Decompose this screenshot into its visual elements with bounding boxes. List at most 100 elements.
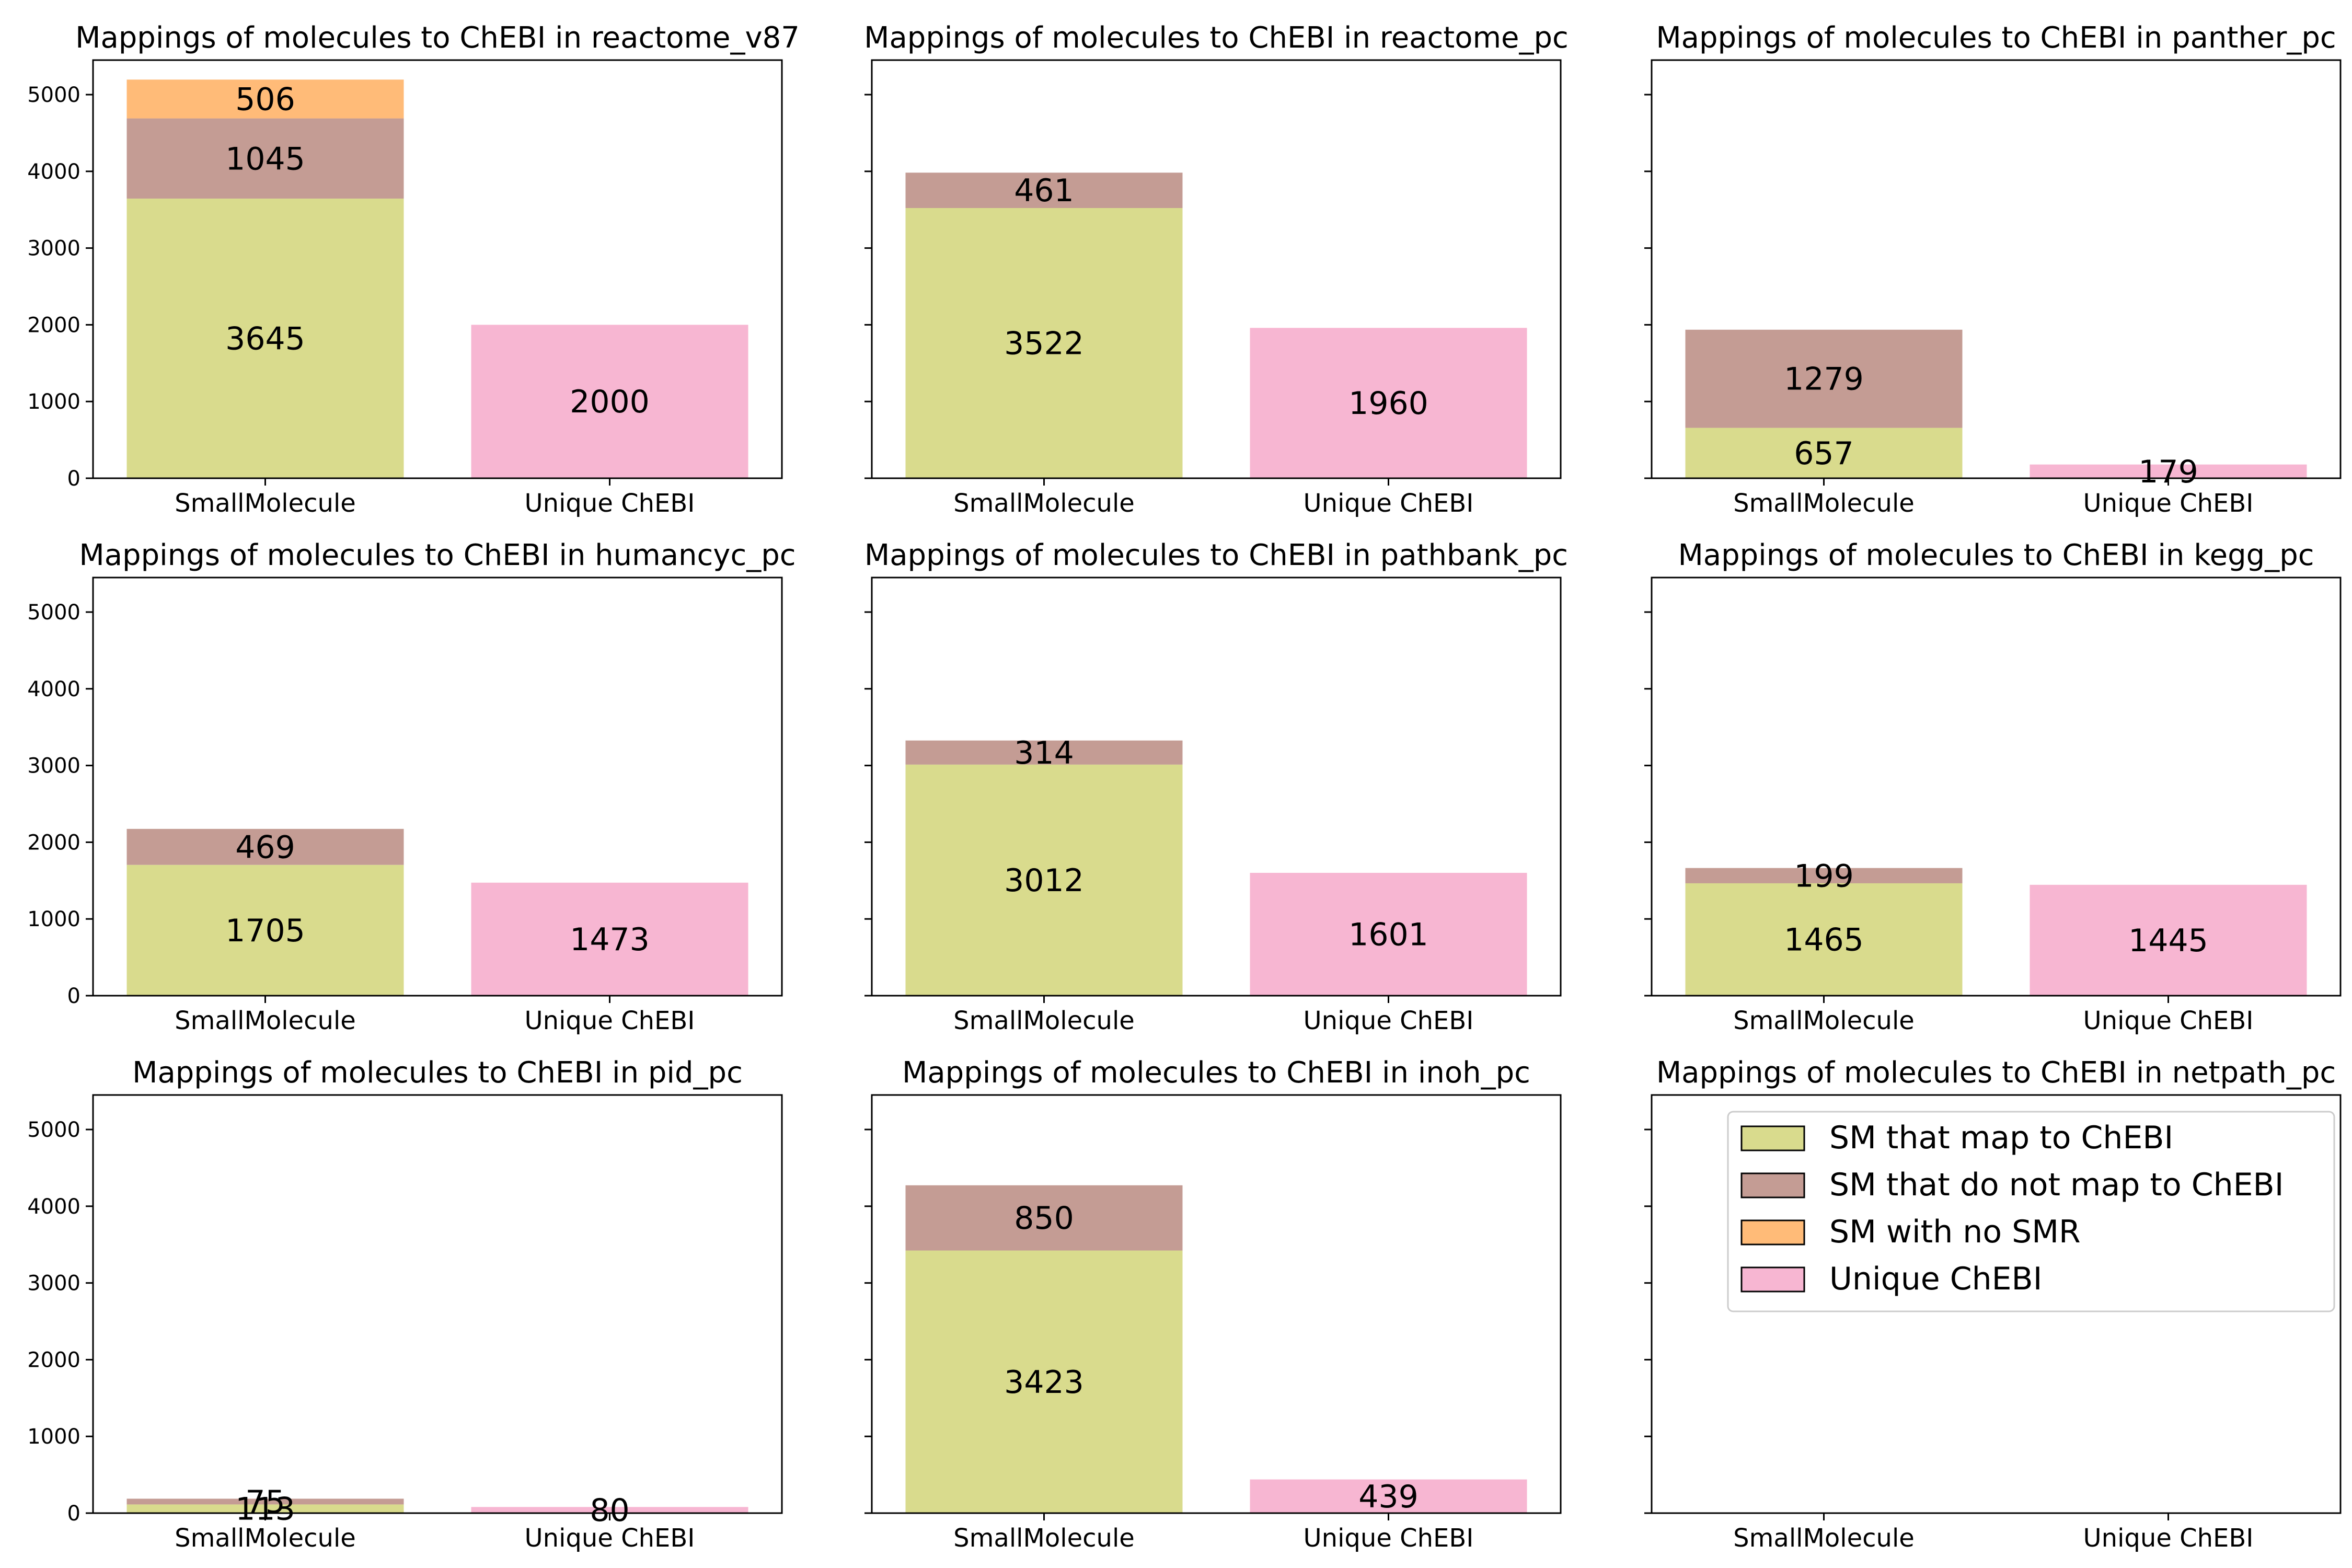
x-tick-label: SmallMolecule <box>953 1006 1135 1035</box>
bar-segment <box>905 1185 1183 1251</box>
bar-segment <box>126 828 404 865</box>
bar-segment <box>126 198 404 479</box>
bar-value-label: 113 <box>235 1491 295 1528</box>
chart-title: Mappings of molecules to ChEBI in reacto… <box>75 21 800 55</box>
bar-value-label: 1445 <box>2128 923 2208 959</box>
legend-swatch <box>1740 1125 1805 1151</box>
bar-segment <box>471 882 748 996</box>
bar-value-label: 1601 <box>1348 916 1428 953</box>
legend-label: Unique ChEBI <box>1829 1261 2042 1297</box>
y-tick-label: 2000 <box>27 1348 80 1372</box>
bar-value-label: 657 <box>1794 435 1854 472</box>
bar-segment <box>1250 1479 1527 1513</box>
bar-value-label: 1705 <box>225 913 305 949</box>
legend-swatch <box>1740 1219 1805 1246</box>
y-tick-label: 1000 <box>27 1425 80 1449</box>
bar-segment <box>126 118 404 199</box>
legend-swatch <box>1740 1172 1805 1198</box>
bar-segment <box>126 79 404 119</box>
legend-label: SM that do not map to ChEBI <box>1829 1167 2284 1203</box>
bar-segment <box>2030 464 2307 478</box>
x-tick-label: Unique ChEBI <box>2083 1524 2254 1553</box>
bar-segment <box>905 172 1183 209</box>
bar-value-label: 506 <box>235 81 295 118</box>
y-tick-label: 3000 <box>27 237 80 261</box>
bar-segment <box>1685 883 1963 996</box>
plot-frame <box>871 59 1562 479</box>
bar-segment <box>2030 884 2307 996</box>
bar-segment <box>905 208 1183 479</box>
x-tick-label: Unique ChEBI <box>1304 1006 1474 1035</box>
plot-frame <box>1651 577 2342 997</box>
y-tick-label: 0 <box>67 467 80 491</box>
legend-label: SM with no SMR <box>1829 1214 2081 1250</box>
x-tick-label: SmallMolecule <box>1733 1524 1915 1553</box>
plot-frame <box>1651 1094 2342 1514</box>
x-tick-label: SmallMolecule <box>953 1524 1135 1553</box>
x-tick-label: SmallMolecule <box>1733 1006 1915 1035</box>
chart-title: Mappings of molecules to ChEBI in netpat… <box>1656 1056 2336 1090</box>
bar-segment <box>905 740 1183 765</box>
bar-value-label: 1465 <box>1784 921 1864 958</box>
y-tick-label: 3000 <box>27 754 80 778</box>
bar-value-label: 1045 <box>225 141 305 177</box>
y-tick-label: 1000 <box>27 907 80 931</box>
y-tick-label: 4000 <box>27 1195 80 1219</box>
y-tick-label: 5000 <box>27 601 80 625</box>
bar-segment <box>471 1507 748 1513</box>
bar-value-label: 199 <box>1794 858 1854 894</box>
bar-value-label: 3012 <box>1004 862 1084 899</box>
x-tick-label: Unique ChEBI <box>525 489 695 518</box>
legend-box <box>1727 1111 2335 1312</box>
bar-segment <box>1250 872 1527 996</box>
x-tick-label: SmallMolecule <box>175 1524 356 1553</box>
bar-segment <box>1685 428 1963 478</box>
plot-frame <box>871 577 1562 997</box>
bar-value-label: 469 <box>235 829 295 866</box>
x-tick-label: SmallMolecule <box>953 489 1135 518</box>
bar-segment <box>1685 868 1963 883</box>
bar-segment <box>905 764 1183 996</box>
y-tick-label: 3000 <box>27 1272 80 1296</box>
bar-value-label: 1279 <box>1784 361 1864 398</box>
bar-segment <box>1685 329 1963 428</box>
x-tick-label: Unique ChEBI <box>1304 489 1474 518</box>
y-tick-label: 0 <box>67 984 80 1008</box>
y-tick-label: 5000 <box>27 1118 80 1142</box>
bar-segment <box>1250 328 1527 478</box>
x-tick-label: Unique ChEBI <box>1304 1524 1474 1553</box>
y-tick-label: 1000 <box>27 390 80 414</box>
bar-value-label: 1473 <box>570 921 650 958</box>
bar-value-label: 461 <box>1014 172 1074 209</box>
chart-title: Mappings of molecules to ChEBI in inoh_p… <box>902 1056 1530 1090</box>
x-tick-label: SmallMolecule <box>1733 489 1915 518</box>
chart-title: Mappings of molecules to ChEBI in panthe… <box>1656 21 2336 55</box>
y-tick-label: 4000 <box>27 677 80 701</box>
chart-title: Mappings of molecules to ChEBI in humanc… <box>79 538 795 572</box>
x-tick-label: Unique ChEBI <box>525 1006 695 1035</box>
x-tick-label: Unique ChEBI <box>2083 1006 2254 1035</box>
bar-value-label: 2000 <box>570 384 650 420</box>
bar-segment <box>905 1250 1183 1513</box>
bar-value-label: 3645 <box>225 320 305 357</box>
y-tick-label: 5000 <box>27 83 80 107</box>
chart-title: Mappings of molecules to ChEBI in pid_pc <box>132 1056 743 1090</box>
bar-value-label: 439 <box>1358 1479 1419 1515</box>
y-tick-label: 0 <box>67 1502 80 1526</box>
bar-value-label: 3522 <box>1004 326 1084 362</box>
bar-value-label: 1960 <box>1348 385 1428 422</box>
bar-value-label: 80 <box>590 1492 629 1529</box>
bar-segment <box>126 1498 404 1505</box>
legend-swatch <box>1740 1266 1805 1293</box>
legend-label: SM that map to ChEBI <box>1829 1120 2173 1156</box>
x-tick-label: SmallMolecule <box>175 489 356 518</box>
plot-frame <box>871 1094 1562 1514</box>
bar-segment <box>126 864 404 996</box>
plot-frame <box>1651 59 2342 479</box>
chart-title: Mappings of molecules to ChEBI in reacto… <box>864 21 1569 55</box>
plot-frame <box>92 1094 783 1514</box>
y-tick-label: 2000 <box>27 831 80 855</box>
x-tick-label: SmallMolecule <box>175 1006 356 1035</box>
bar-segment <box>126 1504 404 1513</box>
